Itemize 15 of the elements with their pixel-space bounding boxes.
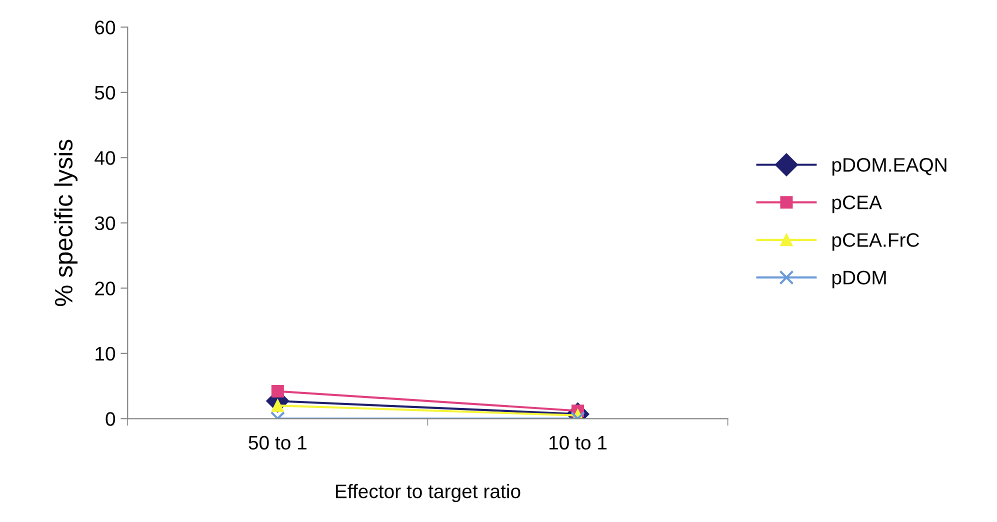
legend-label: pCEA — [832, 196, 882, 214]
legend-label: pCEA.FrC — [832, 233, 920, 251]
x-tick-label: 50 to 1 — [248, 436, 306, 450]
y-tick-label: 20 — [95, 282, 116, 296]
legend-label: pDOM — [832, 270, 886, 288]
y-tick-label: 30 — [94, 216, 116, 230]
x-axis-title: Effector to target ratio — [336, 484, 520, 502]
x-tick-label: 10 to 1 — [550, 436, 607, 450]
y-tick-label: 60 — [95, 20, 116, 34]
legend-label: pDOM.EAQN — [832, 158, 946, 176]
y-axis-title: % specific lysis — [54, 140, 78, 306]
y-tick-label: 10 — [96, 346, 116, 361]
y-tick-label: 40 — [94, 151, 116, 165]
y-tick-label: 50 — [94, 86, 116, 100]
y-tick-label: 0 — [106, 412, 116, 426]
